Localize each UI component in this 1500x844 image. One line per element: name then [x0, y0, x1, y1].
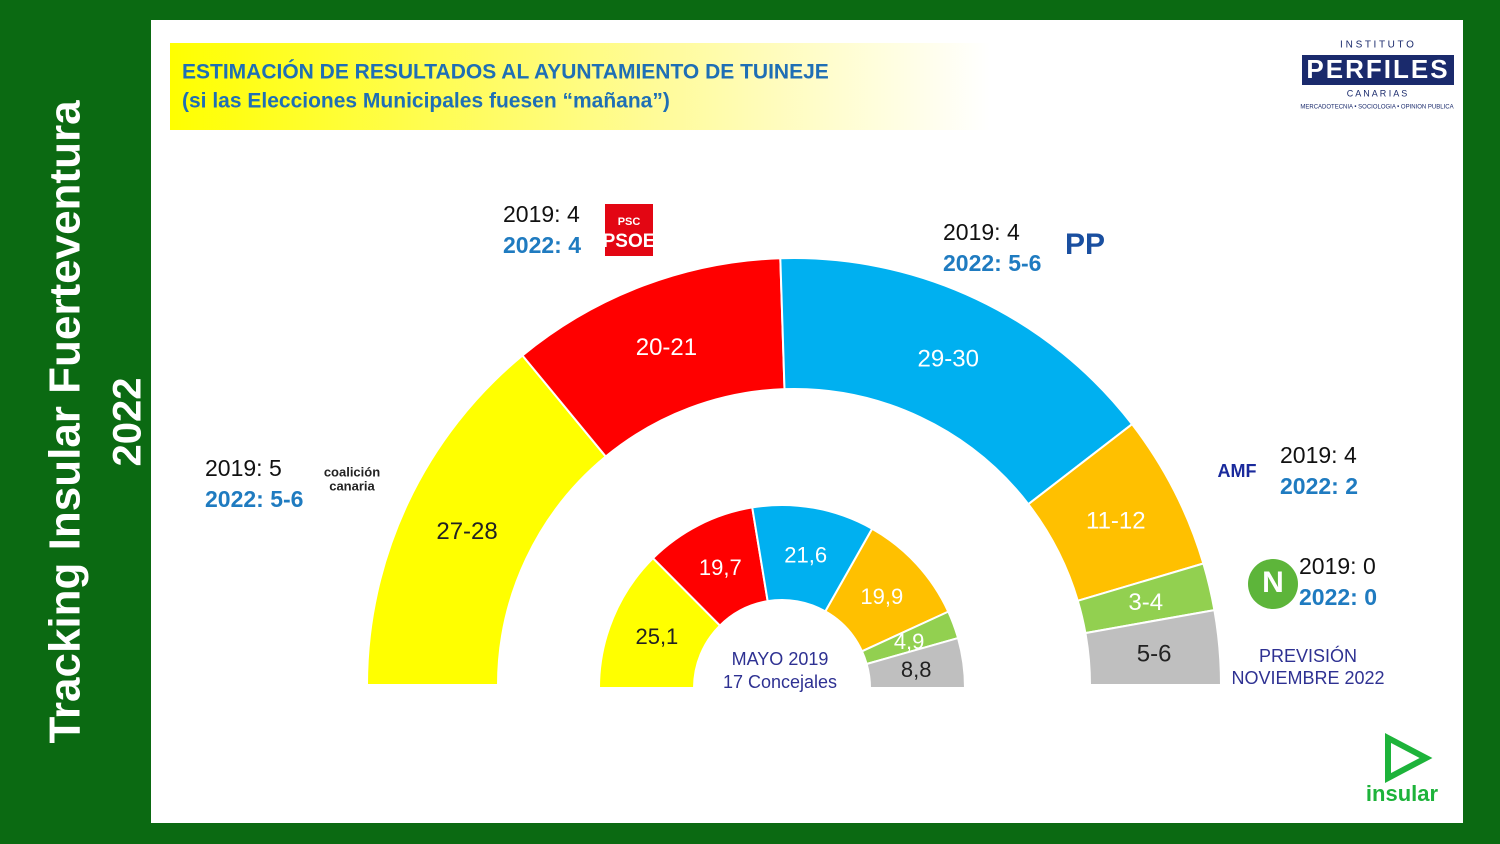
- center-label: NOVIEMBRE 2022: [1231, 668, 1384, 688]
- prev-seats: 2019: 4: [503, 201, 580, 227]
- logo-tagline: MERCADOTECNIA • SOCIOLOGIA • OPINION PUB…: [1300, 105, 1453, 111]
- value-label: 11-12: [1086, 508, 1146, 535]
- prev-seats: 2019: 4: [1280, 442, 1357, 468]
- value-label: 25,1: [635, 624, 678, 649]
- side-title: Tracking Insular Fuerteventura: [41, 100, 90, 744]
- logo-bottom: C A N A R I A S: [1347, 88, 1408, 98]
- panel: [151, 20, 1463, 823]
- center-label: PREVISIÓN: [1259, 645, 1357, 666]
- value-label: 5-6: [1137, 641, 1172, 668]
- brand-icon: [1385, 733, 1433, 783]
- logo-box: [605, 204, 653, 256]
- title-box: [170, 43, 990, 130]
- logo-circle: [1248, 559, 1298, 609]
- subtitle: (si las Elecciones Municipales fuesen “m…: [182, 90, 670, 113]
- party-logo: coalición: [324, 464, 380, 479]
- value-label: 3-4: [1128, 589, 1163, 616]
- segment: [865, 636, 967, 689]
- brand: insular: [1366, 781, 1439, 806]
- value-label: 21,6: [784, 542, 827, 567]
- party-logo: PSC: [618, 216, 641, 228]
- value-label: 20-21: [636, 334, 697, 361]
- party-logo: PSOE: [603, 231, 656, 252]
- party-logo: PP: [1065, 228, 1105, 261]
- center-label: MAYO 2019: [732, 649, 829, 669]
- value-label: 29-30: [918, 345, 979, 372]
- segment: [1084, 608, 1223, 686]
- logo-name: PERFILES: [1306, 54, 1449, 84]
- prev-seats: 2019: 4: [943, 219, 1020, 245]
- title: ESTIMACIÓN DE RESULTADOS AL AYUNTAMIENTO…: [182, 60, 829, 84]
- value-label: 19,7: [699, 555, 742, 580]
- side-year: 2022: [106, 378, 150, 467]
- party-logo: canaria: [329, 478, 375, 493]
- forecast-seats: 2022: 5-6: [205, 486, 303, 512]
- value-label: 19,9: [860, 584, 903, 609]
- logo-top: I N S T I T U T O: [1340, 40, 1414, 51]
- center-label: 17 Concejales: [723, 672, 837, 692]
- logo-box: [1302, 55, 1454, 85]
- prev-seats: 2019: 5: [205, 455, 282, 481]
- party-logo: N: [1262, 566, 1284, 599]
- forecast-seats: 2022: 0: [1299, 584, 1377, 610]
- value-label: 27-28: [436, 518, 497, 545]
- forecast-seats: 2022: 5-6: [943, 250, 1041, 276]
- forecast-seats: 2022: 2: [1280, 473, 1358, 499]
- party-logo: AMF: [1218, 461, 1257, 481]
- forecast-seats: 2022: 4: [503, 232, 581, 258]
- prev-seats: 2019: 0: [1299, 553, 1376, 579]
- value-label: 8,8: [901, 657, 932, 682]
